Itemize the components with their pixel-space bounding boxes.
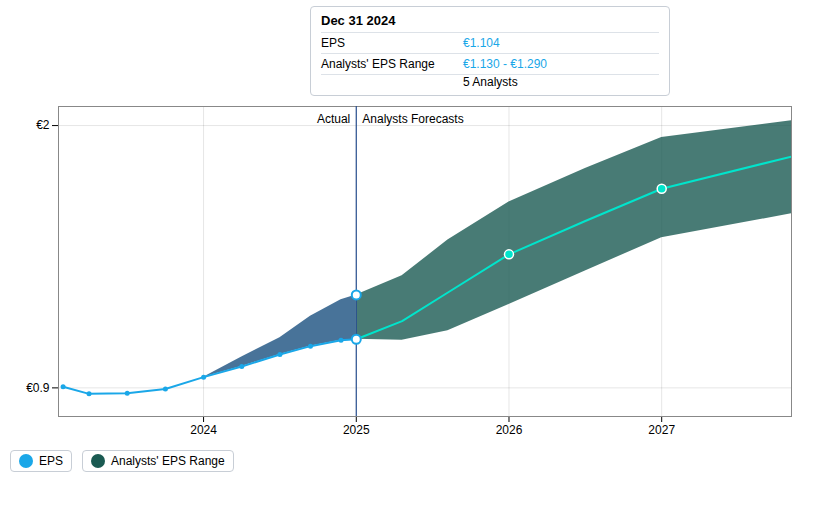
svg-text:Analysts Forecasts: Analysts Forecasts	[362, 112, 463, 126]
svg-text:2026: 2026	[496, 423, 523, 437]
svg-text:Actual: Actual	[317, 112, 350, 126]
html-text:€1.130 - €1.290: €1.130 - €1.290	[463, 57, 547, 71]
html-text:€1.104: €1.104	[463, 36, 500, 50]
svg-text:2025: 2025	[343, 423, 370, 437]
svg-text:2024: 2024	[190, 423, 217, 437]
svg-text:€0.9: €0.9	[26, 381, 50, 395]
html-text:EPS: EPS	[321, 36, 345, 50]
html-text:Analysts' EPS Range: Analysts' EPS Range	[321, 57, 435, 71]
html-text:EPS: EPS	[39, 454, 63, 468]
svg-text:€2: €2	[36, 118, 50, 132]
html-text:Analysts' EPS Range: Analysts' EPS Range	[111, 454, 225, 468]
html-text:Dec 31 2024: Dec 31 2024	[321, 13, 396, 28]
svg-text:2027: 2027	[648, 423, 675, 437]
html-text:5 Analysts: 5 Analysts	[463, 75, 518, 89]
